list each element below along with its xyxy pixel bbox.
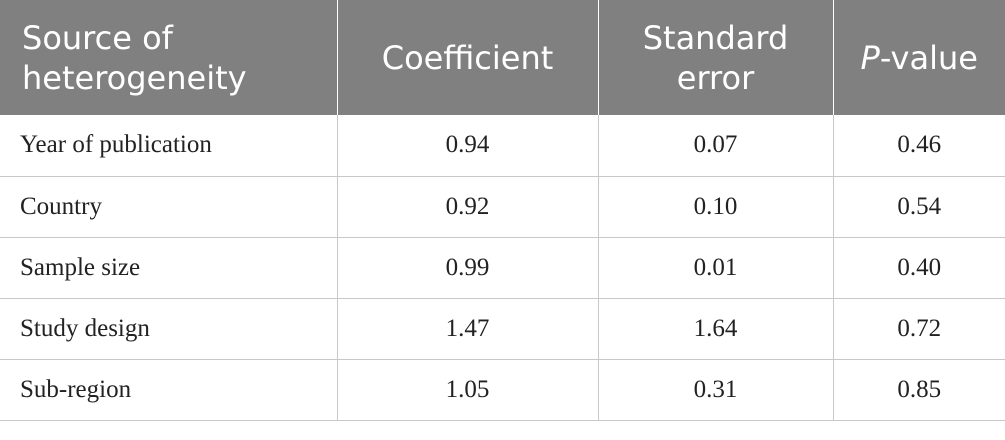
cell: 1.64 bbox=[597, 298, 834, 360]
column-header: Coefficient bbox=[336, 0, 598, 115]
table-row: Country 0.92 0.10 0.54 bbox=[0, 176, 1005, 238]
cell: 0.07 bbox=[597, 115, 834, 177]
table-body: Year of publication 0.94 0.07 0.46 Country 0.… bbox=[0, 115, 1005, 421]
cell: 1.05 bbox=[336, 359, 599, 421]
cell: 1.47 bbox=[336, 298, 599, 360]
cell: 0.46 bbox=[832, 115, 1005, 177]
cell: 0.99 bbox=[336, 237, 599, 299]
table-row: Sub-region 1.05 0.31 0.85 bbox=[0, 359, 1005, 421]
column-header: Source of heterogeneity bbox=[0, 0, 337, 115]
cell: 0.40 bbox=[832, 237, 1005, 299]
cell: 0.10 bbox=[597, 176, 834, 238]
column-header: Standard error bbox=[597, 0, 833, 115]
table: Source of heterogeneity Coefficient Standa… bbox=[0, 0, 1005, 421]
cell: 0.92 bbox=[336, 176, 599, 238]
cell: 0.72 bbox=[832, 298, 1005, 360]
row-label: Year of publication bbox=[0, 115, 338, 177]
row-label: Study design bbox=[0, 298, 338, 360]
column-header: P-value bbox=[832, 0, 1005, 115]
table-row: Study design 1.47 1.64 0.72 bbox=[0, 298, 1005, 360]
cell: 0.31 bbox=[597, 359, 834, 421]
table-row: Sample size 0.99 0.01 0.40 bbox=[0, 237, 1005, 299]
row-label: Country bbox=[0, 176, 338, 238]
cell: 0.54 bbox=[832, 176, 1005, 238]
cell: 0.94 bbox=[336, 115, 599, 177]
cell: 0.01 bbox=[597, 237, 834, 299]
row-label: Sample size bbox=[0, 237, 338, 299]
row-label: Sub-region bbox=[0, 359, 338, 421]
cell: 0.85 bbox=[832, 359, 1005, 421]
header-row: Source of heterogeneity Coefficient Standa… bbox=[0, 0, 1005, 115]
table-row: Year of publication 0.94 0.07 0.46 bbox=[0, 115, 1005, 177]
